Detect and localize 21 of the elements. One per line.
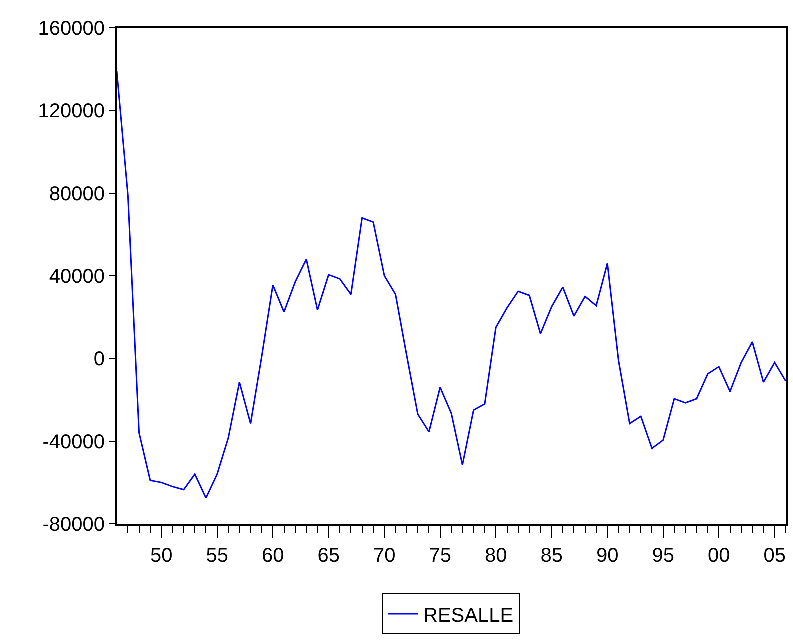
x-tick-label: 70 bbox=[373, 545, 396, 567]
y-tick-label: 120000 bbox=[38, 100, 105, 123]
legend-label: RESALLE bbox=[424, 604, 514, 627]
x-tick-label: 85 bbox=[540, 545, 563, 567]
y-tick-label: -40000 bbox=[42, 431, 105, 454]
x-tick-label: 60 bbox=[262, 545, 284, 567]
x-tick-label: 90 bbox=[596, 545, 619, 567]
x-tick-label: 50 bbox=[150, 545, 173, 567]
x-tick-label: 75 bbox=[429, 545, 452, 567]
y-tick-label: 40000 bbox=[49, 266, 105, 288]
x-tick-label: 80 bbox=[484, 545, 508, 567]
x-tick-label: 55 bbox=[206, 545, 228, 567]
x-tick-label: 65 bbox=[318, 545, 340, 567]
line-series bbox=[117, 70, 786, 499]
y-tick-label: -80000 bbox=[42, 514, 105, 536]
y-tick-label: 80000 bbox=[49, 183, 105, 206]
x-tick-label: 00 bbox=[708, 545, 730, 567]
y-tick-label: 0 bbox=[94, 348, 105, 371]
x-tick-label: 95 bbox=[652, 545, 674, 567]
y-tick-label: 160000 bbox=[38, 18, 105, 40]
x-tick-label: 05 bbox=[764, 545, 786, 567]
